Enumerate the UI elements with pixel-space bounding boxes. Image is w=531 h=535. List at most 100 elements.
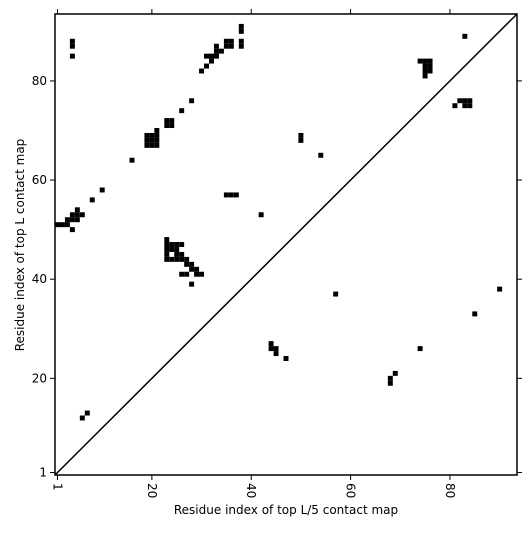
contact-cell [462, 98, 468, 104]
contact-cell [298, 137, 304, 143]
contact-cell [268, 346, 274, 352]
contact-cell [174, 246, 180, 252]
diagonal [54, 13, 518, 476]
contact-cell [268, 341, 274, 347]
contact-cell [298, 132, 304, 138]
contact-cell [149, 142, 155, 148]
contact-cell [169, 242, 175, 247]
contact-cell [422, 73, 428, 79]
x-tick-label: 80 [443, 483, 457, 498]
contact-cell [84, 410, 90, 416]
contact-cell [238, 28, 244, 34]
contact-cell [189, 266, 195, 272]
contact-cell [497, 286, 503, 292]
contact-cell [169, 123, 175, 129]
contact-cell [164, 256, 170, 262]
contact-cell [387, 375, 393, 381]
contact-cell [154, 142, 160, 148]
contact-cell [467, 103, 473, 109]
contact-cell [79, 212, 85, 218]
contact-cell [179, 271, 185, 277]
contact-cell [194, 266, 200, 272]
y-tick-label: 60 [32, 173, 47, 187]
contact-cell [64, 222, 70, 228]
contact-cell [149, 137, 155, 143]
contact-cell [223, 192, 229, 198]
contact-cell [179, 108, 185, 114]
contact-cell [154, 132, 160, 138]
x-tick-label: 60 [344, 483, 358, 498]
contact-cell [164, 251, 170, 257]
contact-cell [99, 187, 105, 193]
contact-cell [69, 38, 75, 44]
contact-cell [169, 256, 175, 262]
contact-cell [427, 68, 433, 74]
contact-cell [174, 251, 180, 257]
contact-cell [79, 415, 85, 421]
contact-cell [179, 251, 185, 257]
contact-cell [164, 118, 170, 124]
contact-cell [218, 48, 224, 54]
contact-cell [417, 58, 423, 64]
plot-frame [54, 13, 518, 476]
contact-cell [427, 58, 433, 64]
contact-cell [258, 212, 264, 218]
contact-cell [194, 271, 200, 277]
contact-cell [427, 63, 433, 69]
contact-cell [333, 291, 339, 297]
contact-cell [189, 261, 195, 267]
contact-cell [283, 356, 289, 361]
x-tick-label: 40 [244, 483, 258, 498]
contact-cell [273, 351, 279, 357]
contact-cell [318, 152, 324, 158]
contact-cell [164, 246, 170, 252]
contact-cell [223, 43, 229, 49]
contact-cell [422, 58, 428, 64]
y-tick-label: 80 [32, 74, 47, 88]
contact-cell [144, 132, 150, 138]
contact-cell [184, 271, 190, 277]
y-tick-label: 20 [32, 371, 47, 385]
contact-cell [184, 256, 190, 262]
x-tick-label: 20 [145, 483, 159, 498]
contact-cell [213, 53, 219, 59]
contact-cell [154, 128, 160, 133]
contact-cell [69, 212, 75, 218]
contact-cell [169, 118, 175, 124]
contact-cell [169, 246, 175, 252]
contact-cell [69, 53, 75, 59]
contact-cell [238, 43, 244, 49]
contact-cell [472, 311, 478, 317]
contact-cell [204, 63, 209, 69]
contact-cell [238, 38, 244, 44]
contact-cell [228, 192, 234, 198]
contact-cell [74, 207, 80, 213]
contact-cell [164, 123, 170, 129]
contact-cell [213, 48, 219, 54]
contact-cell [184, 261, 190, 267]
contact-cell [154, 137, 160, 143]
contact-cell [179, 242, 185, 247]
contact-cell [69, 217, 75, 223]
contact-cell [74, 212, 80, 218]
y-axis-label: Residue index of top L contact map [13, 139, 27, 352]
contact-cell [59, 222, 65, 228]
contact-cell [199, 271, 205, 277]
contact-cell [417, 346, 423, 352]
contact-cell [209, 53, 214, 59]
contact-cell [164, 237, 170, 243]
contact-cell [422, 63, 428, 69]
x-axis-label: Residue index of top L/5 contact map [174, 503, 398, 517]
contact-cell [422, 68, 428, 74]
contact-cell [467, 98, 473, 104]
contact-cell [69, 43, 75, 49]
contact-cell [69, 227, 75, 233]
contact-cell [74, 217, 80, 223]
contact-cell [273, 346, 279, 352]
contact-cell [213, 43, 219, 49]
contact-cell [452, 103, 458, 109]
contact-cell [228, 38, 234, 44]
contact-cell [149, 132, 155, 138]
contact-cell [228, 43, 234, 49]
